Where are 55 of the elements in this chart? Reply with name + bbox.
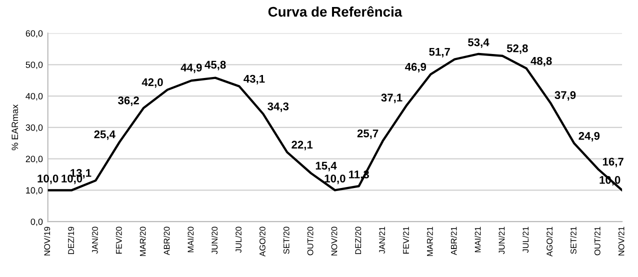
x-tick-label: DEZ/20 bbox=[354, 226, 362, 254]
x-tick-label: NOV/20 bbox=[331, 226, 338, 256]
x-tick-label: JUN/20 bbox=[211, 226, 218, 254]
y-tick-label: 30,0 bbox=[26, 124, 43, 132]
data-label: 15,4 bbox=[316, 162, 337, 172]
x-tick-label: MAI/20 bbox=[188, 226, 194, 252]
data-label: 53,4 bbox=[468, 38, 490, 48]
chart-title: Curva de Referência bbox=[268, 6, 402, 17]
x-tick-label: JUL/21 bbox=[522, 226, 529, 253]
x-tick-label: FEV/20 bbox=[116, 226, 122, 254]
data-label: 36,2 bbox=[118, 96, 139, 106]
data-label: 48,8 bbox=[530, 56, 552, 66]
x-tick-label: ABR/21 bbox=[450, 226, 457, 256]
x-tick-label: NOV/21 bbox=[618, 226, 624, 256]
data-label: 44,9 bbox=[180, 64, 202, 74]
y-tick-label: 20,0 bbox=[26, 156, 43, 164]
data-label: 51,7 bbox=[429, 48, 450, 58]
x-tick-label: JUN/21 bbox=[498, 226, 505, 254]
x-tick-label: MAR/21 bbox=[426, 226, 433, 256]
y-tick-label: 60,0 bbox=[26, 30, 43, 38]
data-label: 10,0 bbox=[38, 174, 58, 184]
data-label: 52,8 bbox=[506, 44, 528, 54]
y-tick-label: 10,0 bbox=[26, 187, 43, 195]
data-label: 37,9 bbox=[554, 91, 576, 101]
x-tick-label: NOV/19 bbox=[44, 226, 50, 256]
data-label: 25,7 bbox=[357, 129, 378, 139]
data-label: 22,1 bbox=[292, 140, 313, 150]
data-label: 25,4 bbox=[94, 130, 116, 140]
data-label: 45,8 bbox=[204, 60, 226, 70]
data-label: 46,9 bbox=[405, 62, 426, 72]
data-label: 10,0 bbox=[324, 174, 346, 184]
x-tick-label: OUT/21 bbox=[594, 226, 600, 256]
x-tick-label: FEV/21 bbox=[402, 226, 409, 254]
data-label: 42,0 bbox=[142, 78, 163, 88]
x-tick-label: AGO/21 bbox=[546, 226, 553, 257]
y-axis-title: % EARmax bbox=[12, 104, 18, 150]
x-tick-label: SET/20 bbox=[283, 226, 290, 254]
data-label: 37,1 bbox=[381, 94, 402, 104]
x-tick-label: JAN/20 bbox=[92, 226, 98, 254]
y-tick-label: 50,0 bbox=[26, 62, 43, 70]
y-tick-label: 0,0 bbox=[30, 218, 43, 226]
x-tick-label: OUT/20 bbox=[307, 226, 314, 256]
x-tick-label: AGO/20 bbox=[259, 226, 266, 257]
y-tick-label: 40,0 bbox=[26, 92, 43, 100]
data-label: 34,3 bbox=[268, 102, 289, 112]
x-tick-label: JUL/20 bbox=[235, 226, 242, 253]
x-tick-label: MAI/21 bbox=[474, 226, 481, 252]
data-label: 24,9 bbox=[578, 132, 600, 142]
x-tick-label: MAR/20 bbox=[140, 226, 146, 256]
x-tick-label: DEZ/19 bbox=[68, 226, 74, 254]
x-tick-label: ABR/20 bbox=[164, 226, 170, 256]
x-tick-label: JAN/21 bbox=[378, 226, 386, 254]
x-tick-label: SET/21 bbox=[570, 226, 576, 254]
data-label: 16,7 bbox=[602, 158, 624, 168]
data-label: 43,1 bbox=[244, 74, 265, 84]
